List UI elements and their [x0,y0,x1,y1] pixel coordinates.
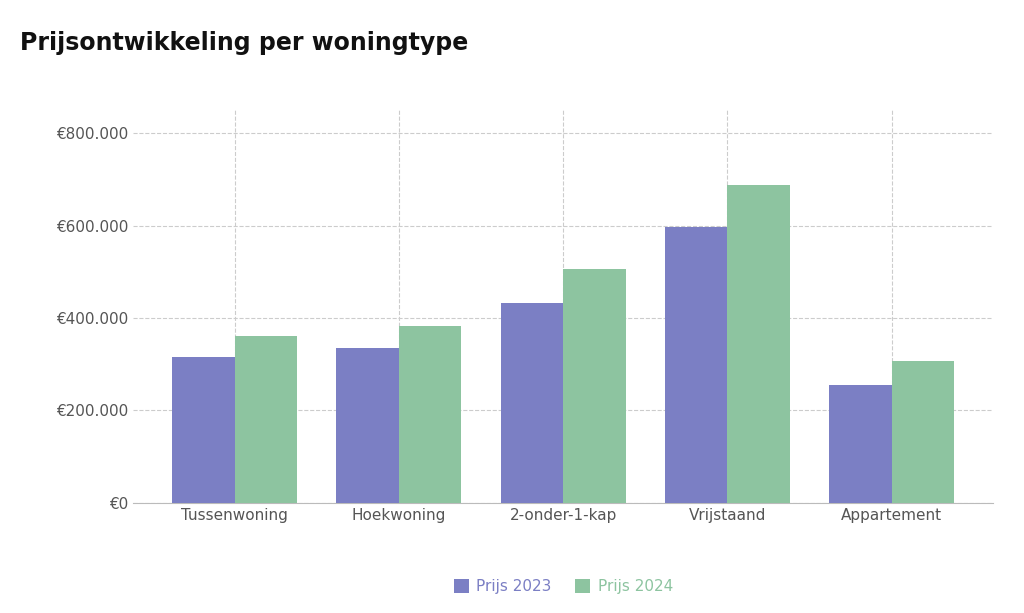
Bar [399,326,462,503]
Text: Prijsontwikkeling per woningtype: Prijsontwikkeling per woningtype [20,31,469,55]
Bar [172,357,234,503]
Bar [727,185,790,503]
Bar [892,361,954,503]
Bar [563,268,626,503]
Bar [234,335,297,503]
Legend: Prijs 2023, Prijs 2024: Prijs 2023, Prijs 2024 [447,573,679,600]
Bar [337,348,399,503]
Bar [829,385,892,503]
Bar [665,227,727,503]
Bar [501,303,563,503]
